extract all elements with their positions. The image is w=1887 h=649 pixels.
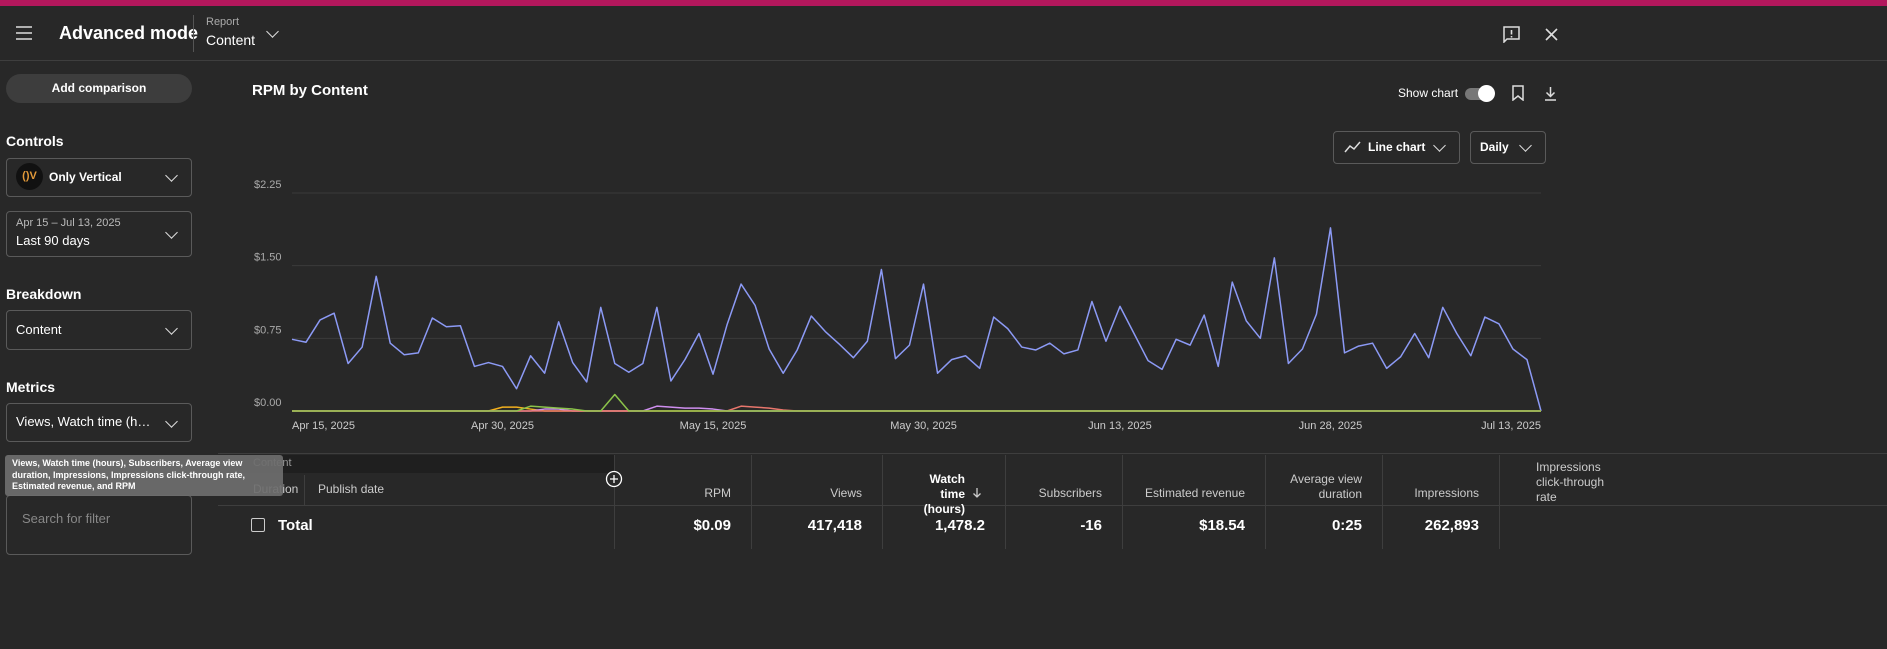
add-column-icon[interactable] — [605, 470, 623, 488]
chart: $0.00 $0.75 $1.50 $2.25 Apr 15, 2025 Apr 30, … — [254, 180, 1542, 432]
report-value[interactable]: Content — [206, 32, 256, 48]
toggle-knob[interactable] — [1478, 85, 1495, 102]
bookmark-icon[interactable] — [1512, 85, 1524, 101]
column-header: Publish date — [318, 482, 385, 496]
search-placeholder: Search for filter — [22, 511, 111, 526]
menu-icon[interactable] — [16, 26, 34, 40]
total-cell: 417,418 — [807, 517, 862, 534]
header-border — [0, 60, 1887, 61]
x-tick-label: Jul 13, 2025 — [1481, 420, 1541, 432]
interval-label: Daily — [1480, 140, 1509, 154]
top-bar — [0, 0, 1887, 6]
feedback-icon[interactable] — [1503, 26, 1520, 43]
chart-title: RPM by Content — [252, 82, 368, 99]
column-divider — [751, 455, 752, 549]
breakdown-label: Breakdown — [6, 286, 82, 302]
column-header: Average view duration — [1290, 472, 1362, 501]
column-header: Subscribers — [1038, 486, 1102, 500]
line-series — [292, 393, 1541, 412]
tooltip: Views, Watch time (hours), Subscribers, … — [5, 455, 283, 496]
page-title: Advanced mode — [59, 23, 199, 43]
y-tick-label: $2.25 — [254, 180, 282, 191]
close-icon[interactable] — [1545, 28, 1558, 41]
table-border — [218, 505, 1887, 506]
chart-type-label: Line chart — [1368, 140, 1426, 154]
metrics-label: Metrics — [6, 379, 56, 395]
line-icon — [1344, 141, 1361, 153]
breakdown-dropdown[interactable] — [6, 310, 192, 350]
column-header: RPM — [704, 486, 731, 500]
column-divider — [1499, 455, 1500, 549]
column-divider — [614, 455, 615, 549]
column-header: Views — [830, 486, 862, 500]
total-cell: $0.09 — [693, 517, 731, 534]
controls-label: Controls — [6, 133, 64, 149]
content-header-cell — [218, 455, 614, 473]
column-divider — [304, 475, 305, 505]
metrics-dropdown[interactable] — [6, 403, 192, 442]
x-tick-label: Apr 15, 2025 — [292, 420, 355, 432]
column-header-sorted[interactable]: Watch time (hours) — [923, 472, 965, 516]
column-divider — [1005, 455, 1006, 549]
column-divider — [882, 455, 883, 549]
total-cell: 262,893 — [1424, 517, 1479, 534]
x-tick-label: May 30, 2025 — [890, 420, 957, 432]
date-range: Apr 15 – Jul 13, 2025 — [16, 217, 121, 229]
report-label: Report — [206, 16, 240, 28]
x-tick-label: May 15, 2025 — [680, 420, 747, 432]
clip: Impressions click-through rate — [1500, 455, 1887, 505]
date-dropdown[interactable] — [6, 211, 192, 257]
x-tick-label: Jun 28, 2025 — [1299, 420, 1363, 432]
show-chart-label: Show chart — [1398, 86, 1459, 100]
y-tick-label: $0.75 — [254, 324, 282, 336]
column-divider — [1122, 455, 1123, 549]
channel-avatar: ()V — [16, 163, 43, 190]
column-header: Impressions click-through rate — [1536, 460, 1605, 504]
search-box[interactable] — [6, 495, 192, 555]
interval-dropdown[interactable] — [1470, 131, 1546, 164]
add-comparison-button[interactable]: Add comparison — [6, 74, 192, 103]
breakdown-value: Content — [16, 322, 62, 337]
total-cell: $18.54 — [1199, 517, 1245, 534]
channel-dropdown[interactable] — [6, 158, 192, 197]
line-series — [291, 227, 1542, 412]
report-chevron[interactable] — [266, 25, 279, 38]
metrics-value: Views, Watch time (hours), Subscribers, … — [16, 414, 151, 429]
checkbox[interactable] — [251, 518, 265, 532]
date-preset: Last 90 days — [16, 233, 90, 248]
download-icon[interactable] — [1544, 86, 1557, 101]
y-tick-label: $1.50 — [254, 252, 282, 264]
table-border — [218, 453, 1887, 454]
column-divider — [1382, 455, 1383, 549]
sort-arrow — [973, 488, 981, 498]
x-tick-label: Apr 30, 2025 — [471, 420, 534, 432]
column-divider — [1265, 455, 1266, 549]
divider — [193, 15, 194, 52]
column-header: Estimated revenue — [1144, 486, 1245, 500]
total-cell: 0:25 — [1331, 517, 1362, 534]
channel-name: Only Vertical — [49, 170, 122, 184]
total-label: Total — [278, 517, 313, 534]
total-cell: 1,478.2 — [934, 517, 985, 534]
y-tick-label: $0.00 — [254, 397, 282, 409]
chart-type-dropdown[interactable] — [1333, 131, 1460, 164]
x-tick-label: Jun 13, 2025 — [1088, 420, 1152, 432]
column-header: Impressions — [1414, 486, 1479, 500]
total-cell: -16 — [1080, 517, 1102, 534]
